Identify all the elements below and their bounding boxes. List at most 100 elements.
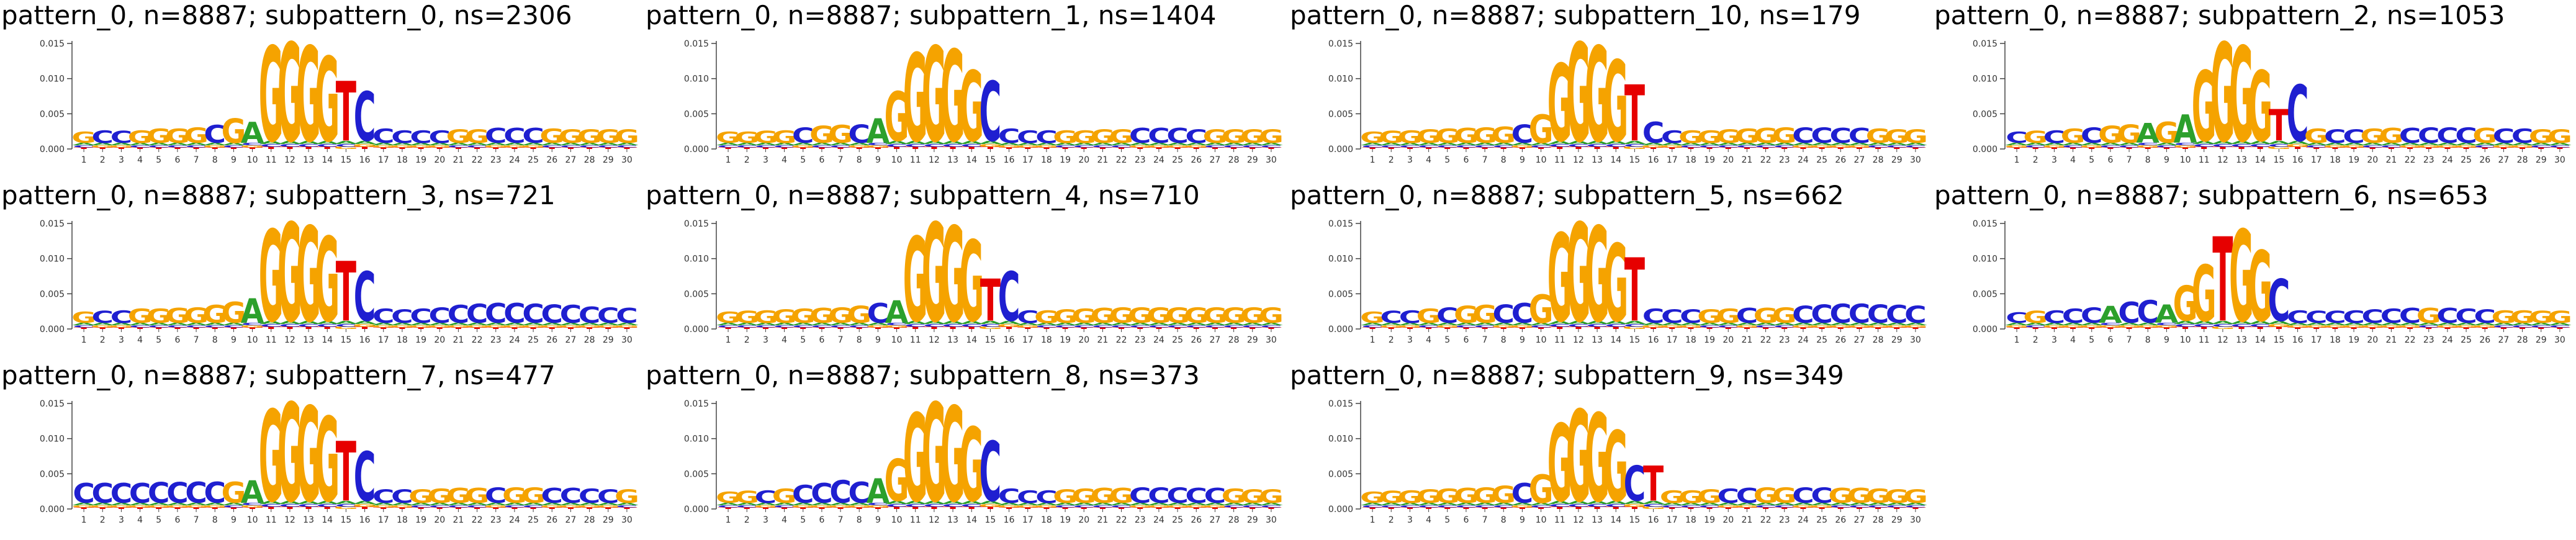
logo-letter-C: C [1624,323,1646,328]
svg-text:C: C [2230,143,2253,148]
logo-letter-T: T [942,326,963,330]
svg-text:G: G [922,20,947,171]
svg-text:A: A [2548,322,2572,326]
svg-text:C: C [2380,145,2403,148]
svg-text:G: G [2229,204,2254,350]
logo-letter-T: T [2156,147,2177,150]
svg-text:C: C [1624,457,1646,513]
svg-text:T: T [2212,214,2233,348]
svg-text:G: G [1016,505,1040,508]
logo-letter-G: G [1071,127,1096,146]
svg-text:A: A [773,502,796,506]
svg-text:C: C [1829,124,1852,148]
logo-letter-A: A [2211,140,2235,145]
x-tick-label: 16 [1004,155,1015,165]
logo-letter-T: T [410,327,431,330]
svg-text:G: G [1510,505,1534,508]
svg-text:C: C [942,143,964,148]
logo-letter-C: C [1110,145,1133,148]
svg-text:G: G [1547,42,1572,166]
logo-letter-T: T [1418,327,1439,330]
logo-letter-G: G [2192,250,2217,340]
svg-text:A: A [147,142,171,146]
logo-letter-T: T [1493,327,1515,330]
y-tick-label: 0.010 [684,434,709,444]
x-tick-label: 9 [1520,335,1525,345]
svg-text:G: G [1847,145,1871,148]
logo-svg: 0.0000.0050.0100.015TCAGTGACTGACTCAGTGAC… [1328,196,1928,353]
x-tick-label: 29 [1891,515,1903,525]
svg-text:C: C [1886,301,1908,329]
svg-text:G: G [408,325,433,328]
logo-letter-C: C [2099,322,2122,326]
svg-text:G: G [202,301,227,329]
logo-letter-T: T [980,146,1001,150]
logo-letter-C: C [1886,301,1908,329]
logo-letter-G: G [539,325,564,328]
logo-letter-A: A [2398,322,2422,326]
logo-letter-G: G [2079,145,2104,148]
svg-text:T: T [1261,507,1282,510]
svg-text:C: C [2418,325,2440,328]
logo-letter-C: C [522,299,544,329]
logo-letter-A: A [1773,322,1796,326]
x-tick-label: 3 [119,515,124,525]
logo-letter-A: A [540,322,564,326]
logo-letter-G: G [1454,124,1479,148]
logo-letter-T: T [1362,327,1383,330]
svg-text:A: A [1848,142,1871,146]
svg-text:G: G [2061,125,2086,148]
logo-letter-C: C [1129,483,1151,508]
svg-text:A: A [2511,322,2534,326]
svg-text:C: C [148,477,170,510]
svg-text:C: C [811,477,833,509]
svg-text:C: C [1399,307,1421,326]
svg-text:A: A [1867,502,1890,506]
logo-letter-G: G [202,301,227,329]
svg-text:T: T [1242,327,1263,330]
logo-letter-T: T [2381,327,2402,330]
logo-letter-C: C [1811,123,1833,148]
svg-text:C: C [2474,145,2496,148]
logo-letter-A: A [885,294,909,330]
logo-letter-C: C [998,485,1020,508]
logo-letter-T: T [2512,147,2533,150]
svg-text:C: C [2380,305,2403,328]
x-tick-label: 2 [2033,335,2038,345]
x-tick-label: 11 [2199,335,2210,345]
logo-letter-C: C [1642,503,1665,508]
logo-letter-C: C [1361,325,1384,328]
svg-text:A: A [1492,322,1515,326]
logo-letter-T: T [2231,146,2252,150]
svg-text:A: A [484,502,508,506]
svg-text:T: T [1167,327,1188,330]
svg-text:C: C [1549,143,1571,148]
logo-letter-A: A [1035,322,1058,326]
svg-text:C: C [886,503,908,508]
logo-letter-T: T [1718,507,1739,510]
svg-text:T: T [2081,327,2102,330]
svg-text:A: A [203,322,227,326]
logo-letter-G: G [2210,16,2235,173]
logo-letter-C: C [848,477,870,510]
logo-letter-C: C [522,124,544,148]
logo-letter-A: A [597,322,620,326]
logo-letter-T: T [92,507,114,510]
logo-letter-A: A [315,140,339,145]
svg-text:T: T [886,327,907,330]
logo-letter-A: A [791,322,815,326]
svg-text:A: A [1473,322,1497,326]
svg-text:T: T [1549,146,1570,150]
logo-letter-T: T [392,147,413,150]
svg-text:G: G [1034,307,1059,326]
logo-letter-G: G [1716,305,1741,328]
logo-letter-C: C [1586,323,1608,328]
y-tick-label: 0.005 [1328,109,1353,119]
svg-text:A: A [941,500,965,505]
logo-letter-A: A [1810,322,1834,326]
logo-letter-C: C [2287,307,2309,326]
logo-letter-T: T [1261,507,1282,510]
x-tick-label: 7 [194,155,199,165]
svg-text:A: A [2286,322,2310,326]
logo-letter-A: A [335,320,358,325]
